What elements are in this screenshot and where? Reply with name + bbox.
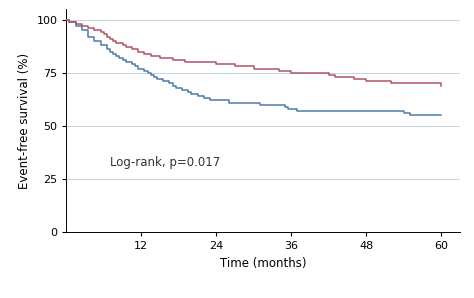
- X-axis label: Time (months): Time (months): [220, 257, 306, 270]
- Text: Log-rank, p=0.017: Log-rank, p=0.017: [110, 156, 220, 169]
- Y-axis label: Event-free survival (%): Event-free survival (%): [18, 53, 31, 189]
